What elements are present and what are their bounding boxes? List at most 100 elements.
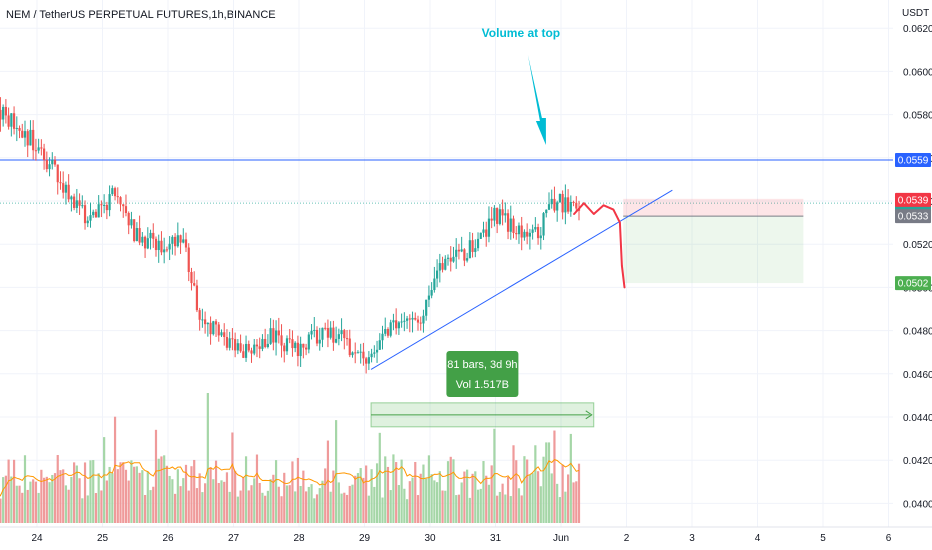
candle: [73, 193, 76, 211]
candle-body: [64, 184, 68, 193]
candle: [493, 205, 496, 227]
candle: [526, 223, 529, 245]
volume-bar: [239, 490, 242, 523]
volume-bar: [487, 484, 491, 523]
candle: [21, 123, 24, 139]
volume-bar: [370, 469, 373, 523]
volume-bar: [250, 485, 253, 523]
candle: [163, 237, 166, 264]
candle: [53, 156, 57, 167]
candle: [51, 152, 54, 170]
candle-body: [526, 231, 529, 237]
volume-bar: [12, 459, 16, 523]
candle: [550, 189, 553, 209]
volume-bar: [23, 455, 27, 523]
volume-bar: [236, 496, 239, 523]
candle: [193, 271, 196, 287]
volume-bar: [15, 485, 18, 523]
candle: [466, 252, 469, 263]
candle-body: [482, 229, 485, 233]
price-tag-target[interactable]: 0.0502: [895, 276, 931, 291]
candle: [32, 120, 35, 160]
candle: [403, 312, 406, 332]
candle-body: [51, 159, 54, 165]
price-tag-entry[interactable]: 0.0533: [895, 209, 931, 224]
candle: [400, 313, 403, 328]
candle-body: [575, 202, 578, 209]
candle-body: [414, 317, 417, 320]
chart-title: NEM / TetherUS PERPETUAL FUTURES, 1h, BI…: [6, 9, 276, 21]
volume-bar: [18, 485, 21, 523]
volume-bar: [504, 494, 507, 523]
volume-bar: [204, 483, 207, 523]
volume-bar: [165, 465, 169, 523]
price-tag-box: [895, 209, 931, 224]
measure-arrowhead: [585, 410, 593, 420]
volume-bar: [176, 469, 179, 523]
time-axis[interactable]: 24 25 26 27 28 29 30 31 Jun 2 3 4 5 6: [0, 526, 932, 544]
candle: [179, 234, 182, 254]
candle: [438, 253, 441, 283]
annotation-text[interactable]: Volume at top: [482, 26, 560, 40]
candle-body: [26, 131, 29, 146]
trendline[interactable]: [370, 189, 673, 370]
candle-body: [466, 258, 469, 261]
candle-body: [18, 127, 21, 131]
candle: [389, 319, 392, 338]
volume-bar: [498, 491, 501, 523]
candle-body: [337, 334, 340, 339]
candle: [545, 209, 548, 218]
candle: [512, 215, 515, 239]
candle: [42, 143, 46, 170]
time-tick-label: 5: [820, 533, 826, 544]
candle: [523, 229, 526, 241]
position-stop-zone[interactable]: [623, 198, 804, 217]
candle-body: [504, 213, 507, 216]
projection-path[interactable]: [573, 202, 626, 289]
volume-bar: [291, 461, 294, 523]
candle-body: [564, 197, 567, 213]
candle: [384, 317, 387, 337]
candle-body: [433, 278, 436, 291]
volume-bar: [466, 469, 469, 523]
candle: [168, 236, 171, 261]
candle-body: [56, 164, 59, 183]
volume-bar: [242, 477, 245, 523]
candle-body: [479, 232, 482, 239]
price-tick-label: 0.0520: [903, 240, 932, 251]
short-position-tool[interactable]: [623, 198, 804, 284]
candle: [78, 193, 81, 215]
candle: [299, 336, 302, 367]
price-axis[interactable]: USDT0.06200.06000.05800.05600.05400.0520…: [895, 8, 932, 510]
price-tag-stop[interactable]: 0.0539: [895, 192, 931, 207]
annotation-arrow[interactable]: [527, 55, 546, 145]
volume-bar: [553, 430, 556, 523]
time-tick-label: 31: [490, 533, 502, 544]
candle-body: [313, 329, 316, 331]
volume-ma-line: [0, 459, 580, 497]
candle: [261, 334, 264, 352]
volume-bar: [455, 495, 458, 523]
candle-body: [62, 183, 65, 193]
position-target-zone[interactable]: [623, 216, 804, 284]
candle-body: [165, 249, 169, 251]
candle-body: [105, 204, 108, 211]
candle: [553, 186, 556, 213]
candle-body: [378, 340, 381, 350]
candle-body: [2, 106, 5, 120]
time-tick-label: 29: [359, 533, 371, 544]
volume-bar: [561, 464, 564, 523]
candle-body: [239, 343, 242, 352]
drawings[interactable]: Volume at top 81 bars, 3d 9h Vol 1.517B: [370, 26, 673, 428]
candle-body: [250, 350, 253, 354]
volume-bar: [141, 470, 144, 523]
candle-body: [48, 164, 51, 170]
volume-bar: [547, 442, 551, 523]
candle-body: [332, 327, 335, 343]
candle: [397, 321, 400, 335]
price-tag-resistance[interactable]: 0.0559: [895, 152, 931, 167]
measure-label-box[interactable]: [446, 351, 519, 397]
candle: [343, 328, 346, 350]
